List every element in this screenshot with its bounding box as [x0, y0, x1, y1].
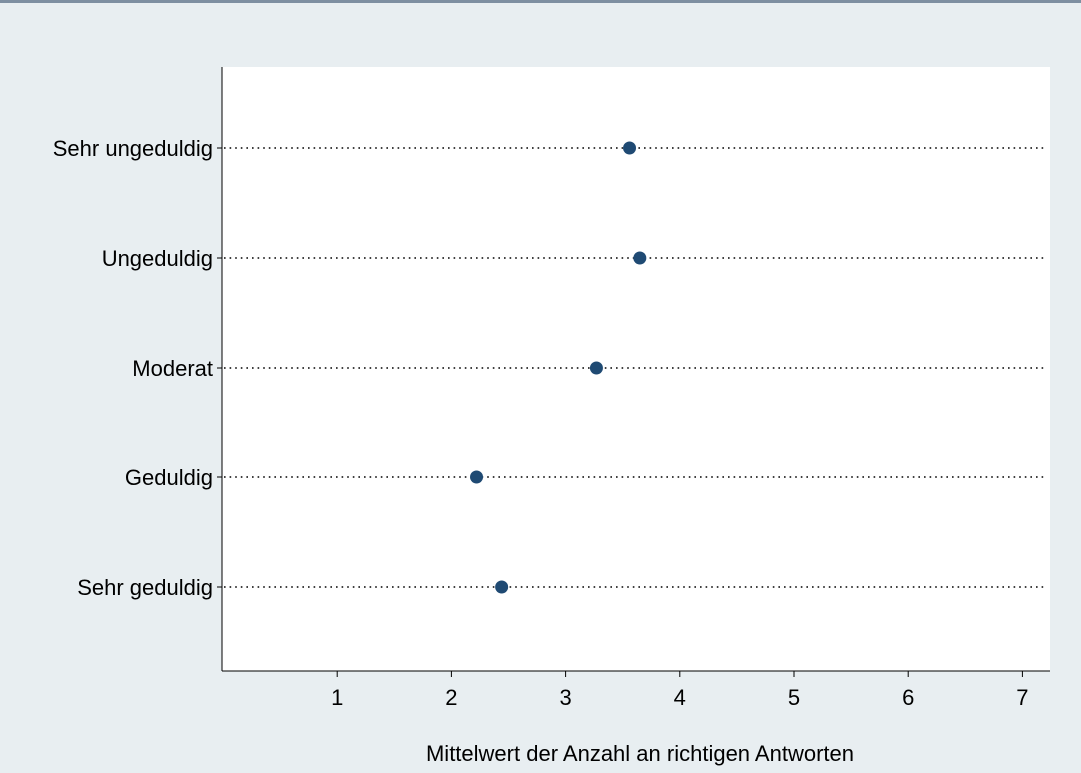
data-point — [623, 141, 637, 155]
data-point — [589, 361, 603, 375]
data-point — [495, 580, 509, 594]
x-tick-label: 6 — [902, 685, 914, 710]
x-tick-label: 7 — [1016, 685, 1028, 710]
x-tick-label: 4 — [674, 685, 686, 710]
category-label: Sehr ungeduldig — [53, 136, 213, 161]
x-axis-title: Mittelwert der Anzahl an richtigen Antwo… — [426, 741, 854, 766]
category-label: Geduldig — [125, 465, 213, 490]
x-tick-label: 5 — [788, 685, 800, 710]
category-label: Moderat — [132, 356, 213, 381]
x-tick-label: 1 — [331, 685, 343, 710]
plot-area — [222, 67, 1050, 671]
data-point — [470, 470, 484, 484]
category-label: Sehr geduldig — [77, 575, 213, 600]
data-points — [470, 141, 647, 594]
x-tick-label: 2 — [445, 685, 457, 710]
x-tick-label: 3 — [559, 685, 571, 710]
top-rule — [0, 0, 1081, 3]
x-ticks: 1 2 3 4 5 6 7 — [331, 671, 1029, 710]
category-label: Ungeduldig — [102, 246, 213, 271]
category-labels: Sehr ungeduldig Ungeduldig Moderat Geduldig… — [53, 136, 222, 600]
data-point — [633, 251, 647, 265]
